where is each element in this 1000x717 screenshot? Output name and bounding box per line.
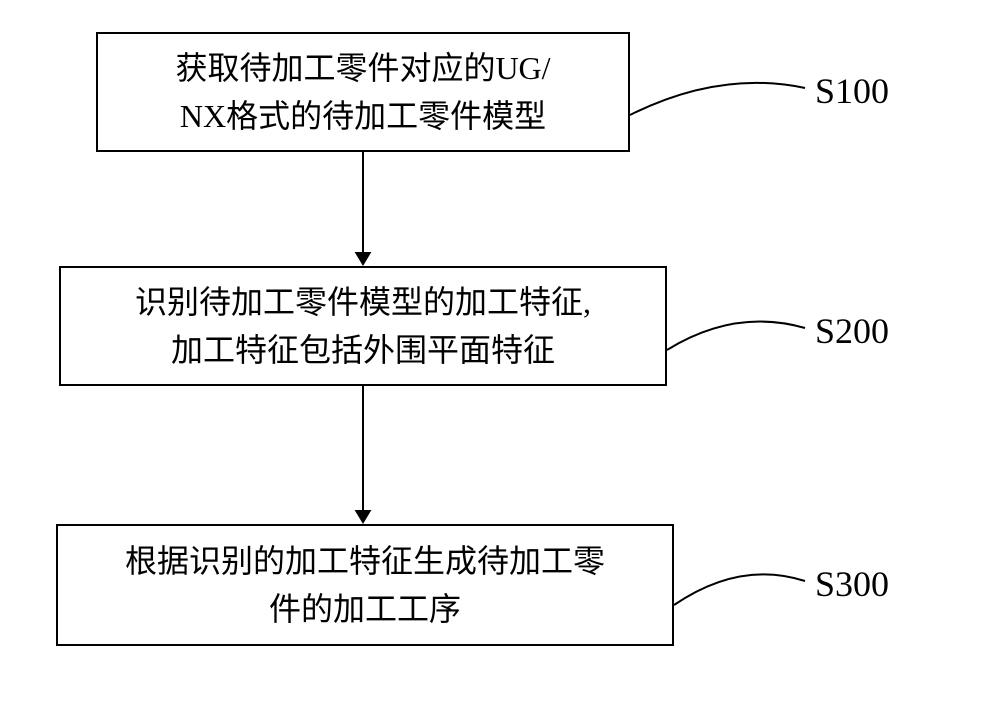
step-label-3: S300	[815, 563, 889, 605]
flowchart-canvas: 获取待加工零件对应的UG/ NX格式的待加工零件模型 识别待加工零件模型的加工特…	[0, 0, 1000, 717]
step-label-1: S100	[815, 70, 889, 112]
flowchart-node-3-text: 根据识别的加工特征生成待加工零 件的加工工序	[125, 537, 605, 633]
flowchart-node-1: 获取待加工零件对应的UG/ NX格式的待加工零件模型	[96, 32, 630, 152]
flowchart-node-2-text: 识别待加工零件模型的加工特征, 加工特征包括外围平面特征	[135, 278, 591, 374]
flowchart-node-1-text: 获取待加工零件对应的UG/ NX格式的待加工零件模型	[175, 44, 550, 140]
step-label-2: S200	[815, 310, 889, 352]
flowchart-node-2: 识别待加工零件模型的加工特征, 加工特征包括外围平面特征	[59, 266, 667, 386]
flowchart-node-3: 根据识别的加工特征生成待加工零 件的加工工序	[56, 524, 674, 646]
